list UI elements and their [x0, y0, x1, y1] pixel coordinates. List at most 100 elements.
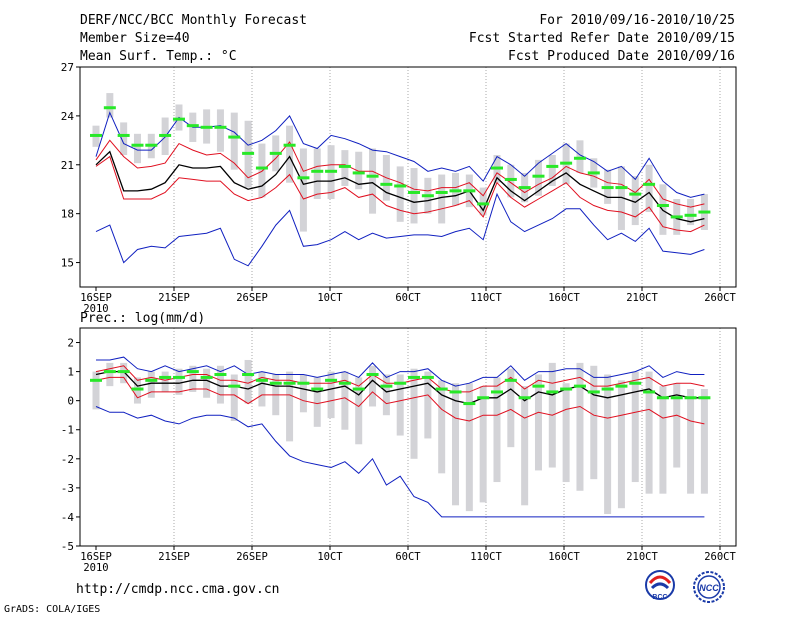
mean-plus-std-line: [95, 139, 705, 208]
ensemble-box: [161, 371, 169, 392]
median-marker: [325, 169, 338, 173]
median-marker: [449, 189, 462, 193]
median-marker: [269, 151, 282, 155]
x-tick-label: 60CT: [395, 292, 421, 304]
y-tick-label: 2: [67, 337, 74, 350]
ensemble-box: [590, 365, 598, 480]
median-marker: [546, 390, 559, 394]
median-marker: [172, 117, 185, 121]
prec-panel-title: Prec.: log(mm/d): [80, 311, 205, 326]
ensemble-mean-line: [95, 370, 705, 405]
y-tick-label: -3: [61, 482, 74, 495]
ensemble-box: [438, 174, 446, 224]
median-marker: [311, 387, 324, 391]
ensemble-box: [355, 151, 363, 190]
x-tick-label: 160CT: [548, 551, 580, 563]
median-marker: [325, 378, 338, 382]
median-marker: [242, 373, 255, 377]
median-marker: [587, 390, 600, 394]
ensemble-box: [216, 365, 224, 404]
median-marker: [435, 190, 448, 194]
y-tick-label: -5: [61, 540, 74, 553]
x-tick-label: 210CT: [626, 551, 658, 563]
median-marker: [504, 378, 517, 382]
median-marker: [629, 192, 642, 196]
median-marker: [131, 387, 144, 391]
median-marker: [435, 387, 448, 391]
y-tick-label: 18: [61, 208, 74, 221]
ensemble-box: [230, 112, 238, 170]
ensemble-box: [452, 172, 460, 206]
median-marker: [573, 156, 586, 160]
ensemble-box: [244, 359, 252, 404]
median-marker: [463, 189, 476, 193]
ensemble-box: [576, 362, 584, 491]
median-marker: [449, 390, 462, 394]
x-tick-label: 16SEP: [80, 551, 112, 563]
ensemble-box: [203, 368, 211, 398]
median-marker: [283, 381, 296, 385]
ensemble-box: [299, 148, 307, 232]
median-marker: [421, 194, 434, 198]
median-marker: [103, 106, 116, 110]
median-marker: [615, 384, 628, 388]
ensemble-box: [175, 368, 183, 395]
ensemble-mean-line: [95, 150, 705, 223]
ensemble-box: [258, 143, 266, 198]
median-marker: [601, 186, 614, 190]
ensemble-box: [286, 371, 294, 442]
y-tick-label: -1: [61, 424, 74, 437]
ensemble-box: [534, 159, 542, 196]
x-tick-label: 26SEP: [236, 551, 268, 563]
y-tick-label: 27: [61, 61, 74, 74]
ensemble-box: [313, 377, 321, 427]
x-year-label: 2010: [83, 562, 108, 574]
forecast-produced-label: Fcst Produced Date 2010/09/16: [508, 49, 735, 64]
median-marker: [408, 375, 421, 379]
y-tick-label: 1: [67, 366, 74, 379]
min-line: [95, 192, 705, 267]
median-marker: [242, 151, 255, 155]
median-marker: [587, 171, 600, 175]
median-marker: [131, 143, 144, 147]
ensemble-box: [465, 383, 473, 512]
x-tick-label: 260CT: [704, 292, 736, 304]
median-marker: [408, 190, 421, 194]
median-marker: [394, 381, 407, 385]
median-marker: [283, 143, 296, 147]
median-marker: [352, 171, 365, 175]
median-marker: [546, 164, 559, 168]
chart-title: DERF/NCC/BCC Monthly Forecast: [80, 13, 307, 28]
ensemble-box: [230, 374, 238, 422]
ncc-logo: NCC: [690, 568, 728, 606]
source-url[interactable]: http://cmdp.ncc.cma.gov.cn: [76, 582, 280, 597]
median-marker: [532, 384, 545, 388]
forecast-start-label: Fcst Started Refer Date 2010/09/15: [468, 31, 735, 46]
ensemble-box: [576, 140, 584, 173]
min-line: [95, 406, 705, 518]
median-marker: [255, 166, 268, 170]
median-marker: [366, 174, 379, 178]
median-marker: [518, 396, 531, 400]
ensemble-box: [617, 166, 625, 230]
median-marker: [560, 387, 573, 391]
x-tick-label: 60CT: [395, 551, 421, 563]
ensemble-box: [507, 164, 515, 198]
median-marker: [145, 378, 158, 382]
median-marker: [186, 124, 199, 128]
ensemble-box: [106, 93, 114, 118]
ensemble-box: [645, 371, 653, 494]
median-marker: [421, 375, 434, 379]
median-marker: [311, 169, 324, 173]
median-marker: [560, 161, 573, 165]
ensemble-box: [327, 371, 335, 419]
x-tick-label: 10CT: [317, 292, 343, 304]
median-marker: [297, 381, 310, 385]
x-tick-label: 26SEP: [236, 292, 268, 304]
ensemble-box: [562, 383, 570, 483]
member-size-label: Member Size=40: [80, 31, 190, 46]
ensemble-box: [452, 383, 460, 506]
x-tick-label: 10CT: [317, 551, 343, 563]
median-marker: [615, 186, 628, 190]
